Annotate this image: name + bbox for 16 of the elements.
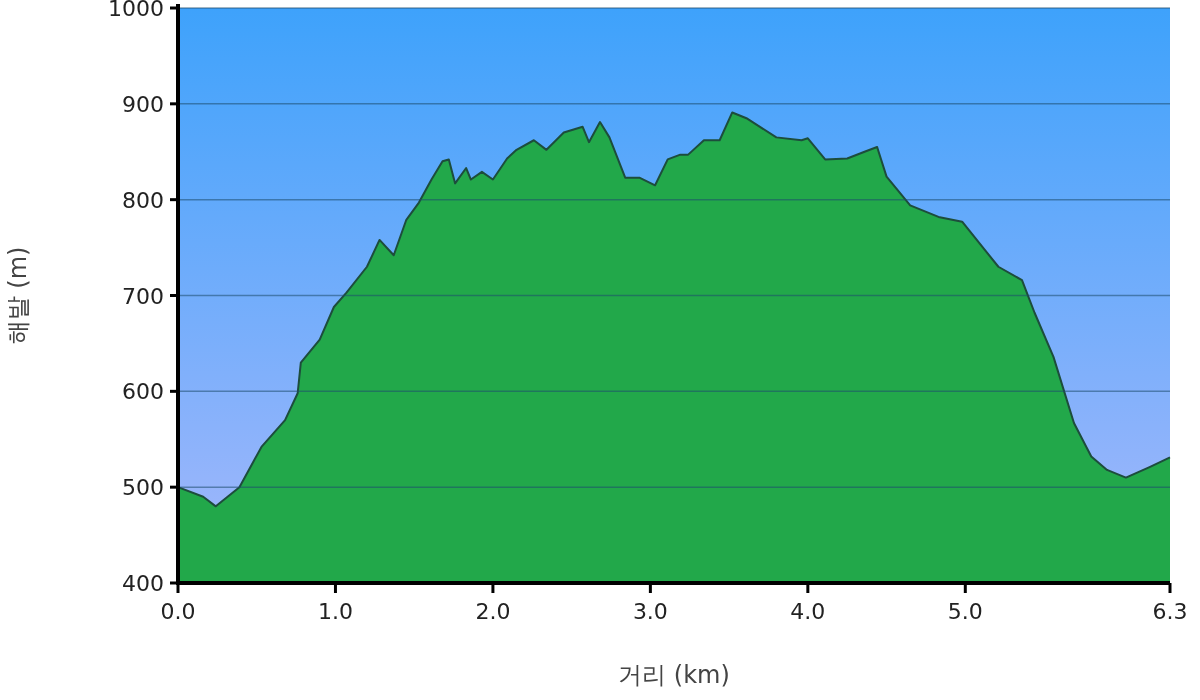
y-axis-title: 해발 (m)	[4, 246, 32, 345]
y-tick-label: 500	[122, 475, 164, 501]
x-axis-title: 거리 (km)	[618, 661, 730, 689]
y-tick-label: 600	[122, 379, 164, 405]
x-tick-label: 5.0	[947, 599, 983, 624]
y-tick-label: 700	[122, 283, 164, 309]
x-tick-label: 4.0	[790, 599, 826, 624]
x-tick-label: 3.0	[632, 599, 668, 624]
y-tick-label: 400	[122, 571, 164, 596]
x-tick-label: 0.0	[160, 599, 196, 624]
y-tick-label: 800	[122, 187, 164, 213]
x-tick-label: 1.0	[317, 599, 353, 624]
y-tick-label: 900	[122, 91, 164, 117]
x-tick-label: 2.0	[475, 599, 511, 624]
x-tick-label: 6.3	[1152, 599, 1188, 624]
y-tick-label: 1000	[108, 0, 164, 21]
